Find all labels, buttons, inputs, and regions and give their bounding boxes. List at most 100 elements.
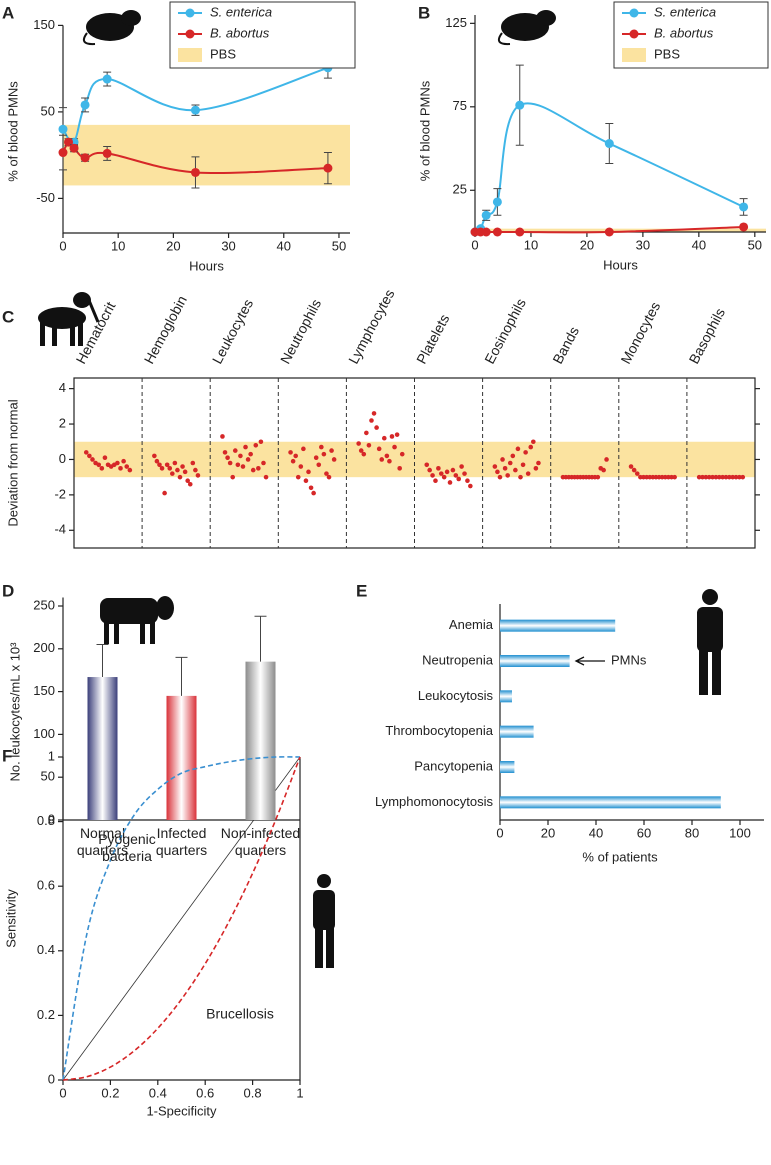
- data-point: [185, 478, 190, 484]
- data-point: [364, 430, 369, 436]
- cow-icon: [100, 596, 174, 644]
- panel-label: D: [2, 581, 14, 600]
- data-point: [356, 441, 361, 446]
- y-tick-label: 125: [445, 15, 467, 30]
- category-label: Basophils: [685, 305, 728, 366]
- data-point: [227, 460, 233, 466]
- data-point: [371, 411, 377, 416]
- data-point: [631, 467, 637, 473]
- y-tick-label: 50: [41, 103, 55, 118]
- data-point: [730, 474, 735, 480]
- y-tick-label: 0: [59, 451, 66, 466]
- x-tick-label: 0: [59, 1085, 66, 1100]
- data-point: [288, 450, 293, 455]
- data-point: [433, 478, 438, 484]
- x-tick-label: 10: [111, 238, 125, 253]
- data-point: [394, 432, 400, 437]
- data-point: [321, 451, 327, 457]
- category-label: Platelets: [413, 311, 452, 366]
- axes: [499, 604, 764, 821]
- data-point: [716, 474, 722, 480]
- data-point: [96, 462, 102, 468]
- data-point: [180, 464, 185, 469]
- y-tick-label: 25: [453, 182, 467, 197]
- data-point: [319, 444, 324, 450]
- x-tick-label: Normal quarters: [77, 825, 128, 858]
- data-point: [456, 476, 462, 482]
- data-point: [263, 474, 269, 480]
- data-point: [83, 450, 89, 455]
- legend-label: B. abortus: [210, 25, 270, 40]
- y-tick-label: 150: [33, 683, 55, 698]
- data-point: [258, 439, 264, 445]
- data-point: [379, 457, 385, 462]
- data-point: [250, 467, 256, 473]
- data-point: [533, 466, 539, 471]
- data-point: [706, 474, 712, 480]
- panel-label: F: [2, 746, 12, 765]
- data-point: [361, 451, 367, 457]
- y-tick-label: 0: [48, 1071, 55, 1086]
- data-point: [164, 462, 170, 468]
- category-label: Lymphocytes: [345, 287, 398, 367]
- data-point: [190, 460, 196, 466]
- legend-swatch: [178, 48, 202, 62]
- data-point: [376, 446, 382, 452]
- legend-label: S. enterica: [210, 4, 272, 19]
- data-point: [293, 453, 298, 459]
- data-point: [190, 167, 200, 177]
- category-label: Eosinophils: [481, 296, 529, 367]
- data-point: [316, 462, 322, 468]
- data-point: [387, 458, 392, 464]
- data-point: [331, 457, 337, 462]
- annotation-arrow: [574, 656, 605, 666]
- data-point: [737, 474, 742, 480]
- data-point: [58, 124, 68, 134]
- data-point: [505, 473, 510, 478]
- y-tick-label: 50: [41, 769, 55, 784]
- y-axis-label: Deviation from normal: [5, 399, 20, 526]
- data-point: [450, 467, 456, 473]
- data-point: [444, 469, 450, 475]
- x-tick-label: 20: [580, 237, 594, 252]
- legend-marker: [185, 8, 195, 18]
- data-point: [518, 474, 523, 480]
- data-point: [513, 467, 518, 473]
- legend-marker: [185, 29, 195, 39]
- data-point: [245, 457, 251, 462]
- x-tick-label: 50: [332, 238, 346, 253]
- axes: [62, 757, 301, 1081]
- data-point: [238, 453, 243, 459]
- y-tick-label: 200: [33, 640, 55, 655]
- data-point: [222, 450, 228, 455]
- data-point: [58, 148, 68, 158]
- roc-curve: [62, 756, 301, 1081]
- x-tick-label: 0: [496, 825, 503, 840]
- data-point: [243, 444, 248, 450]
- y-tick-label: 0.8: [37, 813, 55, 828]
- data-point: [172, 460, 178, 466]
- data-point: [481, 210, 491, 220]
- legend-marker: [629, 8, 639, 18]
- data-point: [604, 227, 614, 237]
- data-point: [672, 474, 677, 480]
- bar: [500, 690, 512, 703]
- data-point: [739, 222, 749, 232]
- x-tick-label: 40: [589, 825, 603, 840]
- data-point: [182, 469, 188, 475]
- y-tick-label: -2: [54, 486, 66, 501]
- data-point: [152, 453, 157, 459]
- x-tick-label: 30: [636, 237, 650, 252]
- data-point: [481, 227, 491, 237]
- category-label: Neutropenia: [422, 652, 494, 667]
- y-tick-label: 150: [33, 17, 55, 32]
- bar: [500, 796, 721, 809]
- data-point: [121, 458, 126, 464]
- data-point: [740, 474, 746, 480]
- data-point: [515, 100, 525, 110]
- x-tick-label: 1: [296, 1085, 303, 1100]
- data-point: [525, 471, 531, 476]
- data-point: [696, 474, 702, 480]
- category-label: Thrombocytopenia: [385, 723, 493, 738]
